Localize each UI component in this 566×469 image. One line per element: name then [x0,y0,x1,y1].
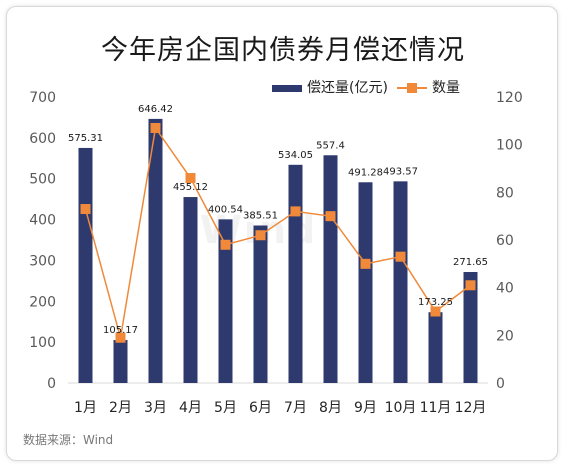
bar-data-label: 385.51 [243,210,278,221]
chart-title: 今年房企国内债券月偿还情况 [101,35,465,66]
x-tick-label: 11月 [420,400,452,416]
legend-item-repayment: 偿还量(亿元) [272,77,388,97]
x-tick-label: 9月 [354,400,377,416]
bar [463,272,478,383]
bar [218,219,233,383]
x-tick-label: 12月 [455,400,487,416]
bar [288,164,303,383]
bar [428,312,443,383]
bar-data-label: 557.4 [316,140,345,151]
bar-data-label: 575.31 [68,133,103,144]
x-tick-label: 4月 [179,400,202,416]
y-left-tick-label: 600 [29,131,56,147]
bar [113,340,128,383]
bar-data-label: 534.05 [278,150,313,161]
y-right-tick-label: 40 [496,281,514,297]
bar [183,197,198,383]
source-note: 数据来源：Wind [23,433,114,447]
legend-label-count: 数量 [432,80,460,96]
y-right-tick-label: 100 [496,138,523,154]
x-tick-label: 2月 [109,400,132,416]
y-right-tick-label: 120 [496,90,523,106]
chart-card [6,6,558,461]
bar-data-label: 271.65 [453,257,488,268]
y-right-tick-label: 80 [496,185,514,201]
count-marker [185,173,196,184]
bar [78,147,93,383]
y-right-tick-label: 0 [496,376,505,392]
bar [148,118,163,383]
y-left-tick-label: 0 [47,376,56,392]
bar [358,182,373,383]
count-marker [325,211,336,222]
y-left-tick-label: 400 [29,213,56,229]
bar-data-label: 400.54 [208,204,243,215]
count-marker [395,251,406,262]
bar-data-label: 493.57 [383,166,418,177]
y-left-tick-label: 300 [29,253,56,269]
legend-line-swatch [397,82,427,94]
bar-data-label: 455.12 [173,182,208,193]
count-marker [115,332,126,343]
x-tick-label: 8月 [319,400,342,416]
y-left-tick-label: 500 [29,172,56,188]
bar [253,225,268,383]
x-tick-label: 3月 [144,400,167,416]
legend-item-count: 数量 [397,77,460,97]
bar-data-label: 646.42 [138,104,173,115]
count-marker [80,204,91,215]
x-tick-label: 5月 [214,400,237,416]
bar [323,155,338,383]
x-tick-label: 7月 [284,400,307,416]
bar-data-label: 173.25 [418,297,453,308]
bar-data-label: 105.17 [103,325,138,336]
y-left-tick-label: 200 [29,294,56,310]
count-marker [290,206,301,217]
count-marker [150,122,161,133]
y-left-tick-label: 700 [29,90,56,106]
count-marker [430,306,441,317]
count-marker [360,258,371,269]
count-marker [255,230,266,241]
legend-label-repayment: 偿还量(亿元) [307,80,388,96]
count-marker [465,280,476,291]
x-tick-label: 6月 [249,400,272,416]
bar [393,181,408,383]
x-tick-label: 10月 [385,400,417,416]
x-tick-label: 1月 [74,400,97,416]
count-marker [220,239,231,250]
count-line [84,126,471,338]
y-right-tick-label: 60 [496,233,514,249]
y-right-tick-label: 20 [496,328,514,344]
bar-data-label: 491.28 [348,167,383,178]
legend-bar-swatch [272,84,302,92]
y-left-tick-label: 100 [29,335,56,351]
